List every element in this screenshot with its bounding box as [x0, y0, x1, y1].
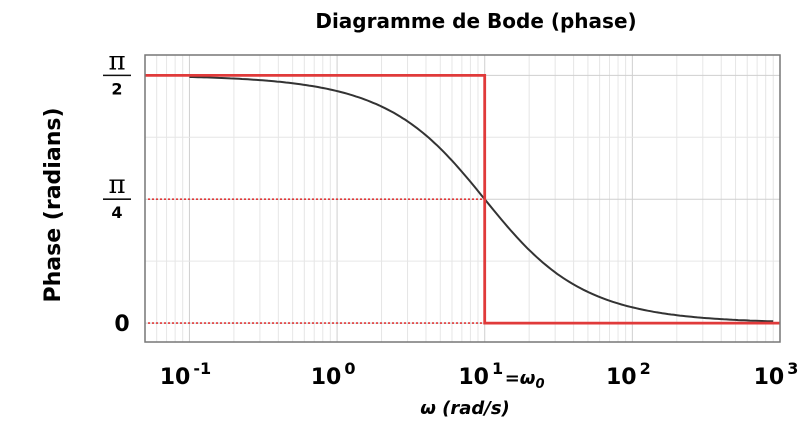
plot-frame [144, 54, 781, 343]
omega0-annotation: =ω0 [505, 368, 545, 392]
y-axis-label: Phase (radians) [41, 107, 66, 302]
x-tick-labels: 10 -1 10 0 10 1 10 2 10 3 =ω0 [160, 359, 799, 392]
x-tick-label: 10 3 [754, 359, 799, 390]
x-axis-label: ω (rad/s) [420, 398, 510, 419]
y-tick-denominator: 4 [111, 203, 122, 222]
x-tick-label: 10 0 [311, 359, 356, 390]
y-tick-label: 0 [114, 312, 129, 337]
phase-curve [189, 76, 774, 323]
chart-title: Diagramme de Bode (phase) [315, 9, 636, 33]
series-group [145, 74, 780, 325]
y-tick-fraction: π2 [103, 46, 131, 98]
y-tick-numerator: π [108, 170, 125, 200]
x-tick-label: 10 -1 [160, 359, 211, 390]
x-tick-label: 10 2 [606, 359, 651, 390]
guide-lines [148, 198, 485, 324]
y-tick-numerator: π [108, 46, 125, 76]
asymptote-line [145, 74, 780, 325]
y-tick-denominator: 2 [111, 79, 122, 98]
y-tick-fraction: π4 [103, 170, 131, 222]
x-tick-label: 10 1 [458, 359, 503, 390]
grid [144, 55, 781, 342]
